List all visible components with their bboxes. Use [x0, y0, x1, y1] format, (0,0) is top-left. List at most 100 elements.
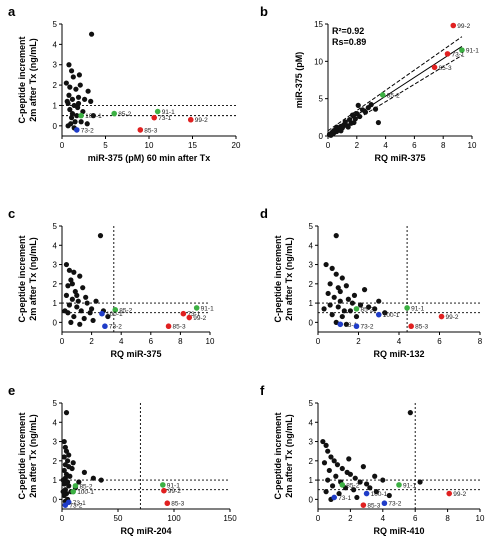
data-point	[65, 100, 71, 107]
point-label: 73-1	[338, 495, 351, 502]
r-squared-annotation: R²=0.92	[332, 26, 364, 36]
data-point	[66, 302, 72, 308]
y-tick-label: 1	[53, 476, 58, 485]
data-point	[61, 438, 67, 445]
y-axis-label: C-peptide increment	[273, 412, 283, 499]
labeled-point	[331, 494, 338, 501]
point-label: 91-1	[167, 482, 180, 489]
x-tick-label: 0	[316, 514, 321, 523]
x-tick-label: 2	[348, 514, 353, 523]
panel-b: b 0 2 4 6 8 10 0 5 10 15 RQ miR-375 miR-375 (pM) R²=0…	[260, 4, 479, 163]
data-point	[339, 275, 345, 281]
data-point	[339, 465, 345, 472]
point-label: 85-3	[173, 324, 186, 331]
data-point	[68, 68, 75, 74]
labeled-point	[180, 310, 187, 317]
data-point	[69, 111, 76, 117]
x-tick-label: 20	[232, 141, 241, 150]
labeled-point	[112, 307, 119, 313]
labeled-point	[186, 314, 193, 321]
data-point	[70, 74, 76, 80]
data-point	[88, 98, 94, 104]
data-point	[63, 448, 70, 454]
labeled-point	[137, 127, 144, 133]
data-point	[66, 267, 72, 273]
data-point	[329, 312, 335, 318]
data-point	[382, 310, 388, 316]
data-point	[352, 475, 358, 481]
x-tick-label: 10	[476, 514, 485, 523]
point-label: 85-2	[79, 483, 92, 490]
panel-d: d 0 2 4 6 8 0 1 2 3 4 5 RQ miR-132 C-peptide incremen…	[260, 206, 483, 359]
y-axis-label: 2m after Tx (ng/mL)	[28, 237, 38, 321]
x-tick-label: 4	[383, 141, 388, 150]
data-point	[80, 108, 86, 115]
point-label: 73-2	[81, 127, 94, 134]
x-tick-label: 5	[103, 141, 108, 150]
y-tick-label: 1	[53, 101, 58, 110]
data-point	[81, 469, 87, 475]
data-point	[333, 233, 339, 239]
data-point	[68, 121, 74, 127]
y-tick-label: 0	[53, 318, 58, 327]
y-tick-label: 3	[53, 61, 58, 70]
data-point	[74, 113, 80, 119]
data-point	[84, 300, 90, 306]
point-label: 73-1	[344, 322, 357, 329]
data-point	[61, 467, 67, 474]
y-tick-label: 2	[53, 457, 58, 466]
data-point	[93, 298, 99, 304]
data-point	[372, 473, 378, 479]
data-point	[98, 477, 104, 483]
data-point	[376, 298, 382, 304]
data-point	[75, 298, 81, 304]
labeled-point	[99, 310, 105, 317]
x-tick-label: 50	[114, 514, 123, 523]
data-point	[71, 313, 77, 320]
data-point	[323, 442, 329, 448]
data-point	[345, 296, 351, 302]
data-point	[63, 479, 70, 485]
y-tick-label: 2	[309, 457, 314, 466]
point-label: 85-3	[171, 501, 184, 508]
x-tick-label: 4	[119, 337, 124, 346]
y-axis-label: C-peptide increment	[17, 235, 27, 322]
data-point	[323, 489, 329, 495]
point-label: 73-1	[187, 311, 200, 318]
x-tick-label: 8	[441, 141, 446, 150]
data-point	[329, 265, 335, 271]
labeled-point	[187, 116, 194, 123]
y-axis-label: 2m after Tx (ng/mL)	[28, 414, 38, 498]
labeled-point	[459, 47, 465, 53]
data-point	[78, 119, 84, 125]
panel-letter: c	[8, 206, 15, 221]
y-tick-label: 4	[309, 418, 314, 427]
labeled-point	[446, 490, 453, 497]
labeled-point	[379, 92, 386, 98]
y-tick-label: 2	[53, 280, 58, 289]
point-label: 73-2	[109, 324, 122, 331]
data-point	[380, 477, 386, 483]
y-tick-label: 2	[309, 280, 314, 289]
labeled-point	[165, 323, 172, 330]
data-point	[335, 285, 341, 291]
data-point	[346, 456, 352, 462]
data-point	[337, 298, 343, 304]
point-label: 73-1	[73, 500, 86, 507]
data-point	[331, 128, 337, 134]
y-tick-label: 0	[319, 132, 324, 141]
x-tick-label: 2	[355, 141, 360, 150]
data-point	[63, 292, 70, 298]
labeled-point	[444, 51, 451, 57]
x-tick-label: 0	[60, 141, 65, 150]
data-point	[329, 483, 336, 489]
labeled-point	[102, 323, 108, 330]
point-label: 100-1	[106, 311, 123, 318]
point-label: 91-1	[466, 48, 479, 55]
y-tick-label: 1	[309, 476, 314, 485]
data-point	[328, 454, 334, 460]
y-tick-label: 10	[314, 57, 323, 66]
y-tick-label: 1	[53, 299, 58, 308]
data-point	[331, 294, 337, 300]
